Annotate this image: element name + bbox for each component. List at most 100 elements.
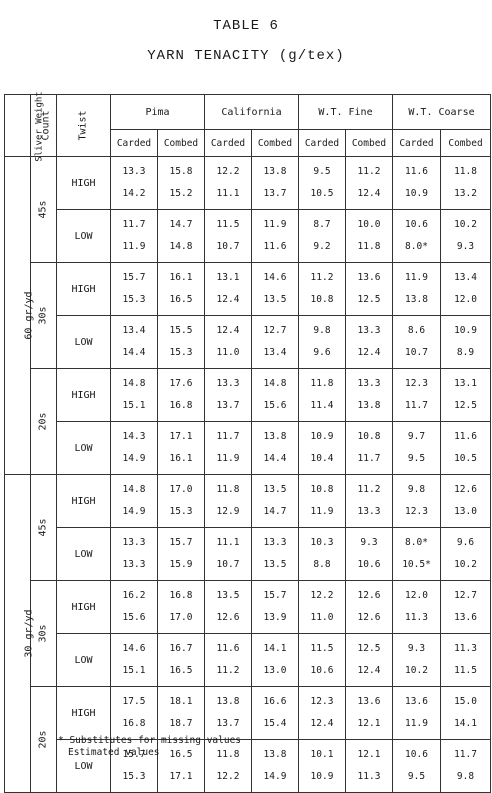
value-upper: 13.4	[122, 325, 146, 336]
value-cell: 9.8 9.6	[298, 315, 346, 369]
value-cell: 15.7 15.3	[110, 262, 158, 316]
value-upper: 11.3	[454, 643, 477, 654]
value-lower: 11.3	[357, 771, 381, 782]
value-lower: 12.0	[454, 294, 477, 305]
value-upper: 16.8	[169, 590, 193, 601]
value-cell: 13.3 13.8	[345, 368, 393, 422]
value-cell: 13.6 11.9	[392, 686, 441, 740]
header-process: Carded	[392, 129, 441, 157]
value-lower: 14.4	[122, 347, 146, 358]
header-count: Count	[30, 94, 57, 157]
value-upper: 9.8	[313, 325, 331, 336]
yarn-tenacity-table: Sliver Weight Count Twist Pima Californi…	[4, 91, 492, 793]
value-lower: 16.8	[169, 400, 193, 411]
value-cell: 13.8 14.4	[251, 421, 299, 475]
value-lower: 10.5*	[402, 559, 431, 570]
value-upper: 13.5	[263, 484, 287, 495]
value-cell: 18.1 18.7	[157, 686, 205, 740]
header-wt-coarse: W.T. Coarse	[391, 94, 492, 130]
value-cell: 11.9 11.6	[251, 209, 299, 263]
table-body: 60 gr/yd 45s HIGH 13.3 14.2 15.8 15.2 12.2 11.1 1…	[4, 156, 492, 793]
value-cell: 10.8 11.7	[345, 421, 393, 475]
value-cell: 10.9 8.9	[439, 315, 492, 369]
value-lower: 12.6	[357, 612, 381, 623]
value-cell: 11.6 10.5	[439, 421, 492, 475]
value-upper: 14.1	[263, 643, 287, 654]
table-row: 30s HIGH 16.2 15.6 16.8 17.0 13.5 12.6 15.7 13.9 1…	[5, 580, 492, 687]
value-lower: 10.2	[405, 665, 428, 676]
value-cell: 15.0 14.1	[439, 686, 492, 740]
header-pima: Pima	[110, 94, 205, 130]
value-upper: 12.2	[310, 590, 334, 601]
twist-cell: HIGH	[56, 580, 111, 634]
value-upper: 10.8	[310, 484, 334, 495]
value-upper: 16.1	[169, 272, 193, 283]
value-cell: 15.8 15.2	[157, 156, 205, 210]
value-lower: 13.9	[263, 612, 287, 623]
value-lower: 11.7	[405, 400, 428, 411]
twist-cell: LOW	[56, 209, 111, 263]
sliver-weight-label: 30 gr/yd	[23, 609, 35, 658]
twist-cell: LOW	[56, 633, 111, 687]
value-cell: 14.3 14.9	[110, 421, 158, 475]
value-cell: 14.8 15.1	[110, 368, 158, 422]
value-cell: 13.4 12.0	[439, 262, 492, 316]
value-upper: 11.2	[310, 272, 334, 283]
value-upper: 13.3	[357, 325, 381, 336]
value-lower: 10.7	[216, 559, 240, 570]
value-cell: 13.6 12.1	[345, 686, 393, 740]
value-upper: 12.7	[263, 325, 287, 336]
header-process: Carded	[110, 129, 158, 157]
value-lower: 9.5	[407, 453, 426, 464]
value-lower: 11.2	[216, 665, 240, 676]
value-cell: 10.9 10.4	[298, 421, 346, 475]
value-cell: 9.5 10.5	[298, 156, 346, 210]
value-cell: 16.8 17.0	[157, 580, 205, 634]
table-header: Sliver Weight Count Twist Pima Californi…	[4, 91, 492, 161]
value-upper: 17.6	[169, 378, 193, 389]
value-lower: 9.8	[456, 771, 475, 782]
value-upper: 13.5	[216, 590, 240, 601]
value-cell: 12.7 13.4	[251, 315, 299, 369]
table-subtitle: YARN TENACITY (g/tex)	[147, 48, 345, 64]
value-lower: 10.9	[310, 771, 334, 782]
value-lower: 9.5	[407, 771, 426, 782]
twist-cell: HIGH	[56, 368, 111, 422]
value-upper: 11.9	[405, 272, 428, 283]
value-cell: 11.7 11.9	[110, 209, 158, 263]
value-cell: 12.5 12.4	[345, 633, 393, 687]
value-upper: 12.1	[357, 749, 381, 760]
value-lower: 15.3	[122, 771, 146, 782]
value-upper: 16.2	[122, 590, 146, 601]
value-lower: 11.9	[310, 506, 334, 517]
value-lower: 17.0	[169, 612, 193, 623]
twist-cell: LOW	[56, 527, 111, 581]
header-sliver-weight: Sliver Weight	[4, 91, 45, 161]
count-label: 30s	[38, 306, 49, 325]
count-label: 45s	[38, 518, 49, 537]
value-cell: 13.1 12.4	[204, 262, 252, 316]
value-upper: 10.1	[310, 749, 334, 760]
value-upper: 13.6	[357, 272, 381, 283]
value-upper: 14.8	[122, 378, 146, 389]
value-cell: 12.0 11.3	[392, 580, 441, 634]
value-cell: 13.8 13.7	[251, 156, 299, 210]
value-upper: 10.0	[357, 219, 381, 230]
value-cell: 11.5 10.7	[204, 209, 252, 263]
count-cell: 20s	[30, 368, 57, 475]
count-cell: 45s	[30, 156, 57, 263]
value-cell: 8.0* 10.5*	[392, 527, 441, 581]
sliver-weight-cell: 30 gr/yd	[4, 474, 35, 793]
table-title: TABLE 6	[213, 18, 279, 34]
value-lower: 14.7	[263, 506, 287, 517]
value-lower: 15.3	[169, 506, 193, 517]
value-lower: 15.3	[122, 294, 146, 305]
header-process: Combed	[439, 129, 492, 157]
value-lower: 11.0	[216, 347, 240, 358]
value-cell: 12.6 12.6	[345, 580, 393, 634]
value-lower: 12.4	[357, 188, 381, 199]
twist-cell: HIGH	[56, 686, 111, 740]
table-row: 60 gr/yd 45s HIGH 13.3 14.2 15.8 15.2 12.2 11.1 1…	[4, 156, 492, 475]
value-cell: 10.3 8.8	[298, 527, 346, 581]
value-cell: 10.1 10.9	[298, 739, 346, 793]
